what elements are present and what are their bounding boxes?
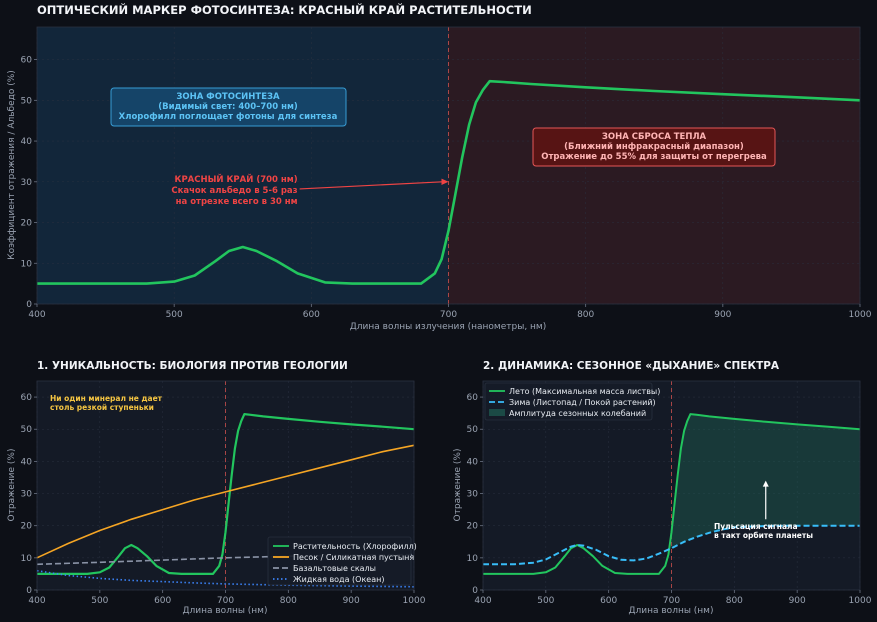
chart-main-x-tick-3: 700 [440,310,457,320]
chart-seasonal-y-tick-4: 40 [467,457,479,467]
chart-uniqueness-x-tick-2: 600 [154,596,171,606]
chart-main-y-tick-0: 0 [26,300,32,310]
chart-uniqueness-x-tick-3: 700 [217,596,234,606]
chart-main-title: ОПТИЧЕСКИЙ МАРКЕР ФОТОСИНТЕЗА: КРАСНЫЙ К… [37,2,532,17]
chart-uniqueness-x-tick-4: 800 [280,596,297,606]
chart-seasonal-x-tick-4: 800 [726,596,743,606]
chart-seasonal-y-tick-1: 10 [467,554,479,564]
chart-main-x-axis-label: Длина волны излучения (нанометры, нм) [350,322,546,332]
chart-main-annotation-arrow [299,181,443,190]
chart-seasonal-y-tick-2: 20 [467,522,479,532]
chart-uniqueness-title: 1. УНИКАЛЬНОСТЬ: БИОЛОГИЯ ПРОТИВ ГЕОЛОГИ… [37,360,348,372]
chart-main-y-tick-2: 20 [21,219,33,229]
chart-main-zone-label-heat-line-1: (Ближний инфракрасный диапазон) [564,142,744,152]
chart-uniqueness-y-tick-4: 40 [21,457,33,467]
chart-uniqueness-legend-box [267,536,412,586]
chart-seasonal-x-tick-0: 400 [474,596,491,606]
chart-main-x-tick-5: 900 [714,310,731,320]
chart-seasonal-annotation-arrowhead [762,480,769,487]
chart-uniqueness-y-tick-3: 30 [21,490,33,500]
chart-main-zone-label-photosynthesis-line-1: (Видимый свет: 400–700 нм) [158,102,298,112]
chart-seasonal-annotation-line-0: Пульсация сигнала [714,522,798,531]
chart-main-annotation-line-1: Скачок альбедо в 5-6 раз [171,185,297,196]
chart-uniqueness-y-tick-1: 10 [21,554,33,564]
chart-main-zone-label-photosynthesis-line-0: ЗОНА ФОТОСИНТЕЗА [176,92,280,102]
chart-main-annotation-line-2: на отрезке всего в 30 нм [176,197,298,207]
chart-seasonal-annotation-line-1: в такт орбите планеты [714,531,813,540]
chart-seasonal-legend-label-0: Лето (Максимальная масса листвы) [509,387,660,396]
chart-uniqueness-series-line-0 [37,413,415,575]
chart-main-zone-label-heat: ЗОНА СБРОСА ТЕПЛА(Ближний инфракрасный д… [532,127,776,167]
chart-main-series-line-0 [37,79,861,285]
chart-seasonal-legend-swatch-fill [489,409,505,416]
chart-seasonal-title: 2. ДИНАМИКА: СЕЗОННОЕ «ДЫХАНИЕ» СПЕКТРА [483,360,780,372]
chart-main-y-tick-3: 30 [21,178,33,188]
chart-main-zone-label-photosynthesis-box [110,87,347,127]
chart-main-annotation-line-0: КРАСНЫЙ КРАЙ (700 нм) [175,173,298,185]
chart-uniqueness-y-axis-label: Отражение (%) [7,449,17,522]
chart-seasonal-x-tick-2: 600 [600,596,617,606]
chart-main-y-tick-6: 60 [21,56,33,66]
chart-seasonal-legend-label-fill: Амплитуда сезонных колебаний [509,409,646,418]
chart-uniqueness-legend-label-0: Растительность (Хлорофилл) [293,542,417,551]
chart-uniqueness-y-tick-6: 60 [21,393,33,403]
chart-uniqueness-y-tick-2: 20 [21,522,33,532]
chart-main-zone-label-photosynthesis-line-2: Хлорофилл поглощает фотоны для синтеза [119,112,338,122]
chart-uniqueness-x-tick-5: 900 [343,596,360,606]
chart-seasonal-y-tick-6: 60 [467,393,479,403]
chart-seasonal-x-tick-6: 1000 [849,596,872,606]
chart-main-zone-label-photosynthesis: ЗОНА ФОТОСИНТЕЗА(Видимый свет: 400–700 н… [110,87,347,127]
chart-main-x-tick-6: 1000 [849,310,872,320]
chart-seasonal-legend-label-1: Зима (Листопад / Покой растений) [509,398,656,407]
chart-uniqueness-annotation-line-1: столь резкой ступеньки [50,403,154,412]
chart-uniqueness-annotation-line-0: Ни один минерал не дает [50,394,163,403]
chart-main-zone-label-heat-line-0: ЗОНА СБРОСА ТЕПЛА [602,132,707,142]
chart-main-x-tick-2: 600 [303,310,320,320]
chart-seasonal-x-tick-3: 700 [663,596,680,606]
chart-seasonal-series-line-0 [483,413,861,575]
chart-seasonal-y-tick-0: 0 [472,586,478,596]
chart-uniqueness-legend-label-1: Песок / Силикатная пустыня [293,553,414,562]
chart-main-y-axis-label: Коэффициент отражения / Альбедо (%) [7,70,17,260]
chart-uniqueness-legend-label-3: Жидкая вода (Океан) [293,575,384,584]
chart-main-annotation-arrowhead [441,178,449,185]
chart-uniqueness-x-tick-6: 1000 [403,596,426,606]
chart-seasonal-y-axis-label: Отражение (%) [453,449,463,522]
chart-main-zone-0 [37,27,449,304]
chart-main-x-tick-1: 500 [166,310,183,320]
chart-seasonal-x-axis-label: Длина волны (нм) [628,606,713,616]
chart-seasonal-y-tick-3: 30 [467,490,479,500]
chart-seasonal-y-tick-5: 50 [467,425,479,435]
chart-main-y-tick-4: 40 [21,137,33,147]
chart-seasonal-x-tick-1: 500 [537,596,554,606]
chart-seasonal-legend-box [484,382,653,421]
chart-main-x-tick-0: 400 [28,310,45,320]
chart-main-zone-label-heat-line-2: Отражение до 55% для защиты от перегрева [541,152,767,162]
chart-main-y-tick-5: 50 [21,96,33,106]
chart-uniqueness: 1. УНИКАЛЬНОСТЬ: БИОЛОГИЯ ПРОТИВ ГЕОЛОГИ… [7,360,426,616]
chart-main-y-tick-1: 10 [21,259,33,269]
chart-seasonal-x-tick-5: 900 [789,596,806,606]
chart-uniqueness-legend-label-2: Базальтовые скалы [293,564,376,573]
chart-uniqueness-x-tick-0: 400 [28,596,45,606]
chart-uniqueness-y-tick-0: 0 [26,586,32,596]
chart-seasonal-series-line-1 [483,524,860,566]
chart-uniqueness-x-axis-label: Длина волны (нм) [182,606,267,616]
chart-seasonal: 2. ДИНАМИКА: СЕЗОННОЕ «ДЫХАНИЕ» СПЕКТРА … [453,360,872,616]
chart-main-zone-label-heat-box [532,127,776,167]
chart-uniqueness-x-tick-1: 500 [91,596,108,606]
chart-main-x-tick-4: 800 [577,310,594,320]
chart-uniqueness-series-line-1 [36,444,415,559]
chart-main: ОПТИЧЕСКИЙ МАРКЕР ФОТОСИНТЕЗА: КРАСНЫЙ К… [7,2,872,332]
chart-uniqueness-y-tick-5: 50 [21,425,33,435]
